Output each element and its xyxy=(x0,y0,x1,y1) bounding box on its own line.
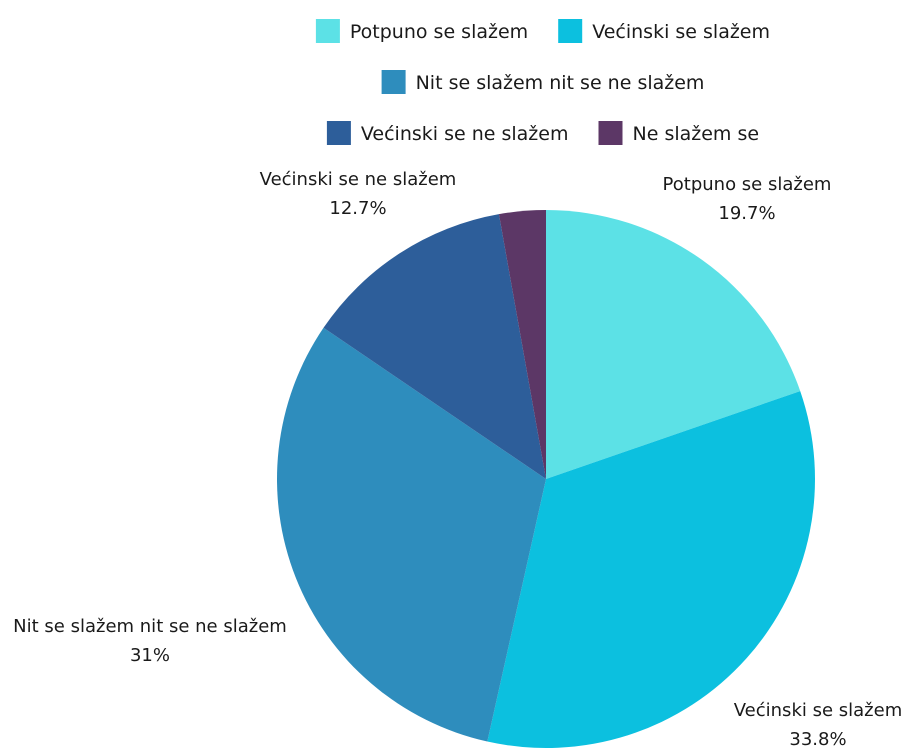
legend-label: Potpuno se slažem xyxy=(350,21,528,43)
legend-label: Većinski se ne slažem xyxy=(361,123,569,145)
legend-item-potpuno-se-slazem: Potpuno se slažem xyxy=(315,19,528,43)
legend-swatch xyxy=(326,121,351,145)
pie-slice-vecinski-se-ne-slazem xyxy=(323,214,546,479)
slice-percent-potpuno-se-slazem: 19.7% xyxy=(718,203,775,224)
pie-slice-ne-slazem-se xyxy=(498,210,546,479)
legend-swatch xyxy=(315,19,340,43)
pie-slice-nit-se-slazem-nit-se-ne-slazem xyxy=(277,327,546,742)
slice-percent-vecinski-se-ne-slazem: 12.7% xyxy=(329,198,386,219)
legend-item-nit-se-slazem-nit-se-ne-slazem: Nit se slažem nit se ne slažem xyxy=(381,70,705,94)
pie-slices xyxy=(277,210,815,748)
legend-swatch xyxy=(381,70,406,94)
legend-item-vecinski-se-ne-slazem: Većinski se ne slažem xyxy=(326,121,569,145)
chart-legend: Potpuno se slažem Većinski se slažem Nit s… xyxy=(315,19,770,145)
slice-labels: Potpuno se slažem 19.7% Većinski se slažem… xyxy=(13,169,902,750)
legend-label: Ne slažem se xyxy=(633,123,760,145)
slice-label-vecinski-se-slazem: Većinski se slažem xyxy=(734,700,902,721)
legend-label: Većinski se slažem xyxy=(592,21,770,43)
slice-percent-vecinski-se-slazem: 33.8% xyxy=(789,729,846,750)
legend-swatch xyxy=(558,19,583,43)
slice-label-potpuno-se-slazem: Potpuno se slažem xyxy=(663,174,832,195)
legend-item-ne-slazem-se: Ne slažem se xyxy=(598,121,760,145)
legend-label: Nit se slažem nit se ne slažem xyxy=(416,72,705,94)
legend-item-vecinski-se-slazem: Većinski se slažem xyxy=(558,19,770,43)
pie-slice-vecinski-se-slazem xyxy=(487,391,815,748)
pie-slice-potpuno-se-slazem xyxy=(546,210,801,479)
slice-label-vecinski-se-ne-slazem: Većinski se ne slažem xyxy=(260,169,457,190)
slice-percent-nit-se-slazem-nit-se-ne-slazem: 31% xyxy=(130,645,170,666)
legend-swatch xyxy=(598,121,623,145)
slice-label-nit-se-slazem-nit-se-ne-slazem: Nit se slažem nit se ne slažem xyxy=(13,616,287,637)
